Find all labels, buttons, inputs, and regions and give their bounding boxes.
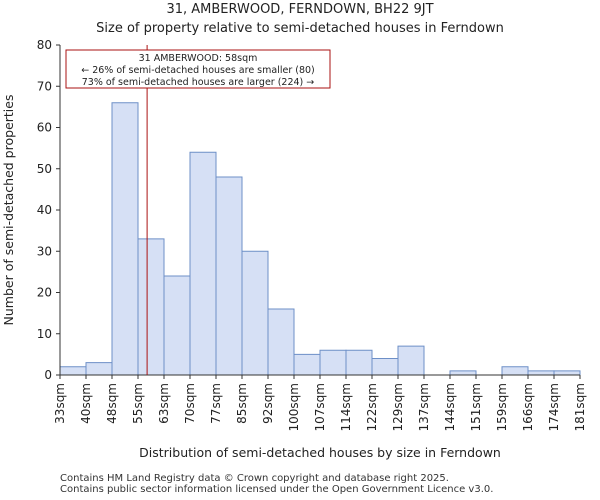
y-tick-label: 30 <box>37 244 52 258</box>
annotation-box <box>65 49 331 89</box>
y-tick-label: 80 <box>37 38 52 52</box>
histogram-bar <box>267 308 295 376</box>
footer-line-1: Contains HM Land Registry data © Crown c… <box>60 473 449 484</box>
y-tick-label: 0 <box>44 368 52 382</box>
chart-title: 31, AMBERWOOD, FERNDOWN, BH22 9JT <box>166 2 434 17</box>
y-tick-label: 70 <box>37 79 52 93</box>
histogram-bar <box>553 370 581 376</box>
histogram-bar <box>189 151 217 376</box>
histogram-bar <box>293 353 321 376</box>
histogram-bar <box>319 349 347 376</box>
y-tick-label: 50 <box>37 162 52 176</box>
x-tick-label: 114sqm <box>339 383 353 431</box>
x-tick-label: 122sqm <box>365 383 379 431</box>
x-tick-label: 100sqm <box>287 383 301 431</box>
y-tick-label: 60 <box>37 121 52 135</box>
x-tick-label: 137sqm <box>417 383 431 431</box>
x-tick-label: 159sqm <box>495 383 509 431</box>
histogram-bar <box>449 370 477 376</box>
histogram-bar <box>241 250 269 376</box>
x-tick-label: 55sqm <box>131 383 145 424</box>
y-tick-label: 20 <box>37 286 52 300</box>
histogram-bar <box>501 366 529 376</box>
x-tick-label: 144sqm <box>443 383 457 431</box>
x-tick-label: 166sqm <box>521 383 535 431</box>
annotation-larger: 73% of semi-detached houses are larger (… <box>82 77 315 88</box>
histogram-bar <box>527 370 555 376</box>
x-tick-label: 77sqm <box>209 383 223 424</box>
histogram-bar <box>59 366 87 376</box>
histogram-bar <box>345 349 373 376</box>
histogram-bar <box>111 102 139 376</box>
y-tick-label: 10 <box>37 327 52 341</box>
x-tick-label: 92sqm <box>261 383 275 424</box>
histogram-bar <box>85 362 113 376</box>
x-tick-label: 151sqm <box>469 383 483 431</box>
x-tick-label: 70sqm <box>183 383 197 424</box>
annotation-smaller: ← 26% of semi-detached houses are smalle… <box>81 65 315 76</box>
x-tick-label: 40sqm <box>79 383 93 424</box>
histogram-bar <box>371 358 399 376</box>
x-tick-label: 181sqm <box>573 383 587 431</box>
histogram-bar <box>397 345 425 376</box>
annotation-title: 31 AMBERWOOD: 58sqm <box>139 53 258 64</box>
x-tick-label: 107sqm <box>313 383 327 431</box>
y-tick-label: 40 <box>37 203 52 217</box>
x-tick-label: 85sqm <box>235 383 249 424</box>
histogram-bar <box>163 275 191 376</box>
footer-line-2: Contains public sector information licen… <box>60 484 494 495</box>
x-tick-label: 33sqm <box>53 383 67 424</box>
x-tick-label: 129sqm <box>391 383 405 431</box>
histogram-bar <box>137 238 165 376</box>
chart-subtitle: Size of property relative to semi-detach… <box>96 21 504 36</box>
x-tick-label: 48sqm <box>105 383 119 424</box>
x-tick-label: 174sqm <box>547 383 561 431</box>
x-tick-label: 63sqm <box>157 383 171 424</box>
x-axis-label: Distribution of semi-detached houses by … <box>139 445 501 460</box>
y-axis-label: Number of semi-detached properties <box>1 95 16 326</box>
histogram-bar <box>215 176 243 376</box>
